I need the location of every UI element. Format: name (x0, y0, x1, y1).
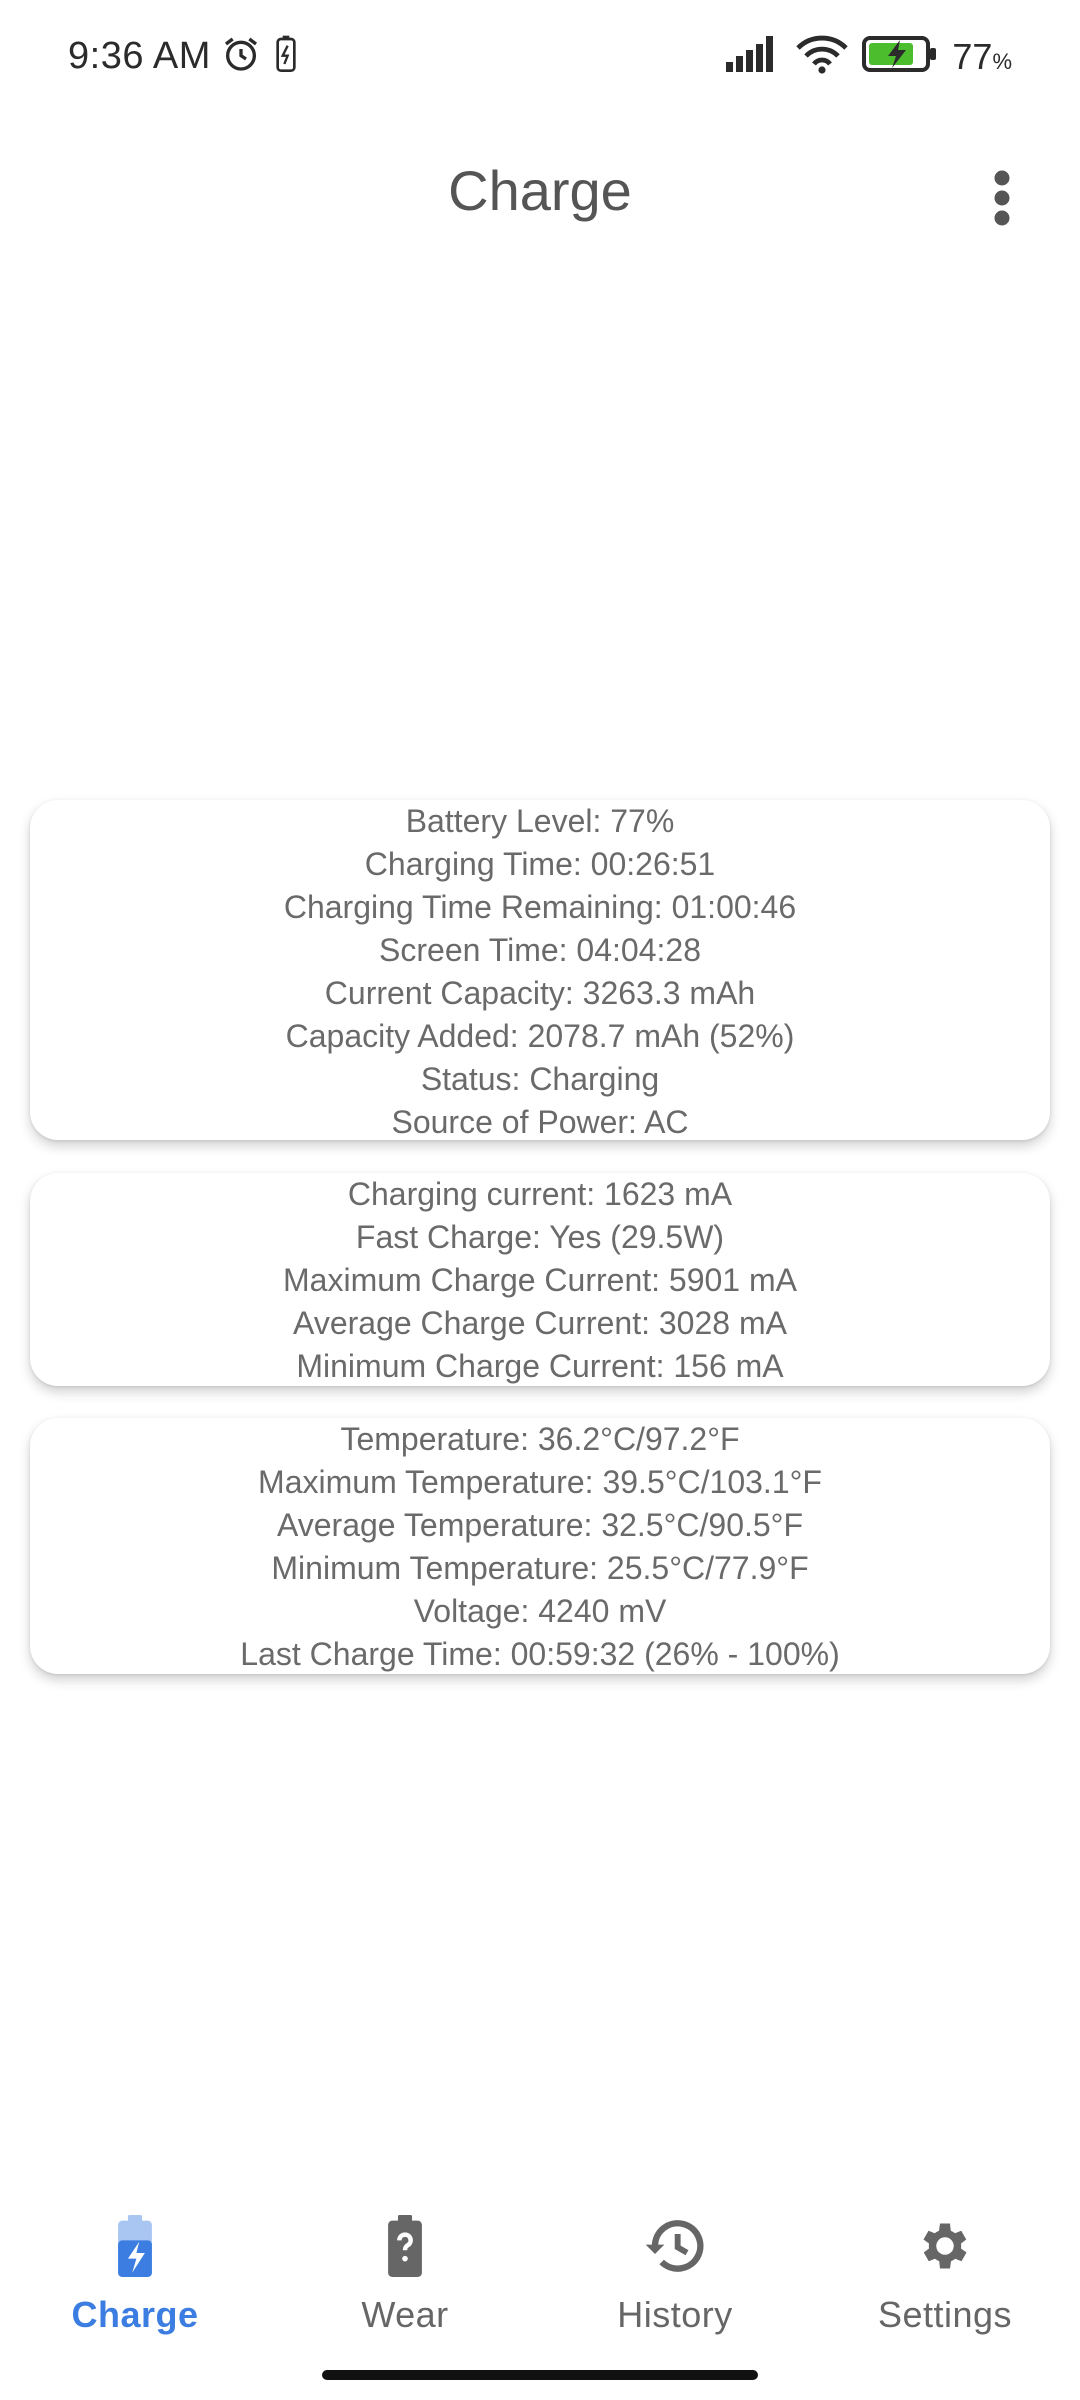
charging-current-text: Charging current: 1623 mA (347, 1176, 733, 1212)
battery-charging-icon (862, 36, 938, 77)
temperature-text: Temperature: 36.2°C/97.2°F (340, 1421, 740, 1457)
screen-time-text: Screen Time: 04:04:28 (379, 932, 701, 968)
nav-item-history[interactable]: History (540, 2180, 810, 2340)
battery-saver-icon (271, 34, 301, 79)
power-source-text: Source of Power: AC (391, 1104, 689, 1140)
nav-item-wear[interactable]: Wear (270, 2180, 540, 2340)
max-temperature-text: Maximum Temperature: 39.5°C/103.1°F (258, 1464, 822, 1500)
overflow-menu-button[interactable] (964, 160, 1040, 236)
nav-label-history: History (617, 2294, 733, 2335)
charging-time-text: Charging Time: 00:26:51 (364, 846, 716, 882)
nav-label-settings: Settings (877, 2294, 1013, 2335)
nav-label-charge: Charge (71, 2294, 199, 2335)
capacity-added-text: Capacity Added: 2078.7 mAh (52%) (285, 1018, 795, 1054)
last-charge-time-text: Last Charge Time: 00:59:32 (26% - 100%) (240, 1636, 840, 1672)
wifi-icon (796, 34, 849, 79)
battery-unknown-icon (369, 2210, 441, 2282)
nav-item-settings[interactable]: Settings (810, 2180, 1080, 2340)
fast-charge-text: Fast Charge: Yes (29.5W) (355, 1219, 725, 1255)
temperature-card: Temperature: 36.2°C/97.2°F Maximum Tempe… (30, 1418, 1050, 1674)
battery-charging-icon (99, 2210, 171, 2282)
status-text: Status: Charging (420, 1061, 660, 1097)
bottom-navigation: Charge Wear History Settings (0, 2180, 1080, 2340)
alarm-icon (221, 34, 261, 79)
max-charge-current-text: Maximum Charge Current: 5901 mA (283, 1262, 797, 1298)
battery-level-text: Battery Level: 77% (405, 803, 675, 839)
battery-percent: 77% (952, 35, 1012, 77)
gear-icon (909, 2210, 981, 2282)
page-title: Charge (448, 159, 632, 222)
avg-charge-current-text: Average Charge Current: 3028 mA (293, 1305, 787, 1341)
history-icon (639, 2210, 711, 2282)
charging-time-remaining-text: Charging Time Remaining: 01:00:46 (283, 889, 797, 925)
nav-item-charge[interactable]: Charge (0, 2180, 270, 2340)
min-temperature-text: Minimum Temperature: 25.5°C/77.9°F (271, 1550, 809, 1586)
status-bar: 9:36 AM 77% (0, 0, 1080, 120)
signal-icon (726, 36, 782, 77)
battery-info-card: Battery Level: 77% Charging Time: 00:26:… (30, 800, 1050, 1140)
app-bar: Charge (0, 130, 1080, 260)
min-charge-current-text: Minimum Charge Current: 156 mA (296, 1348, 784, 1384)
nav-label-wear: Wear (361, 2294, 449, 2335)
status-time: 9:36 AM (68, 35, 211, 77)
charge-current-card: Charging current: 1623 mA Fast Charge: Y… (30, 1173, 1050, 1386)
current-capacity-text: Current Capacity: 3263.3 mAh (324, 975, 756, 1011)
avg-temperature-text: Average Temperature: 32.5°C/90.5°F (276, 1507, 804, 1543)
more-vert-icon (994, 170, 1010, 226)
home-indicator[interactable] (322, 2370, 758, 2380)
voltage-text: Voltage: 4240 mV (413, 1593, 667, 1629)
